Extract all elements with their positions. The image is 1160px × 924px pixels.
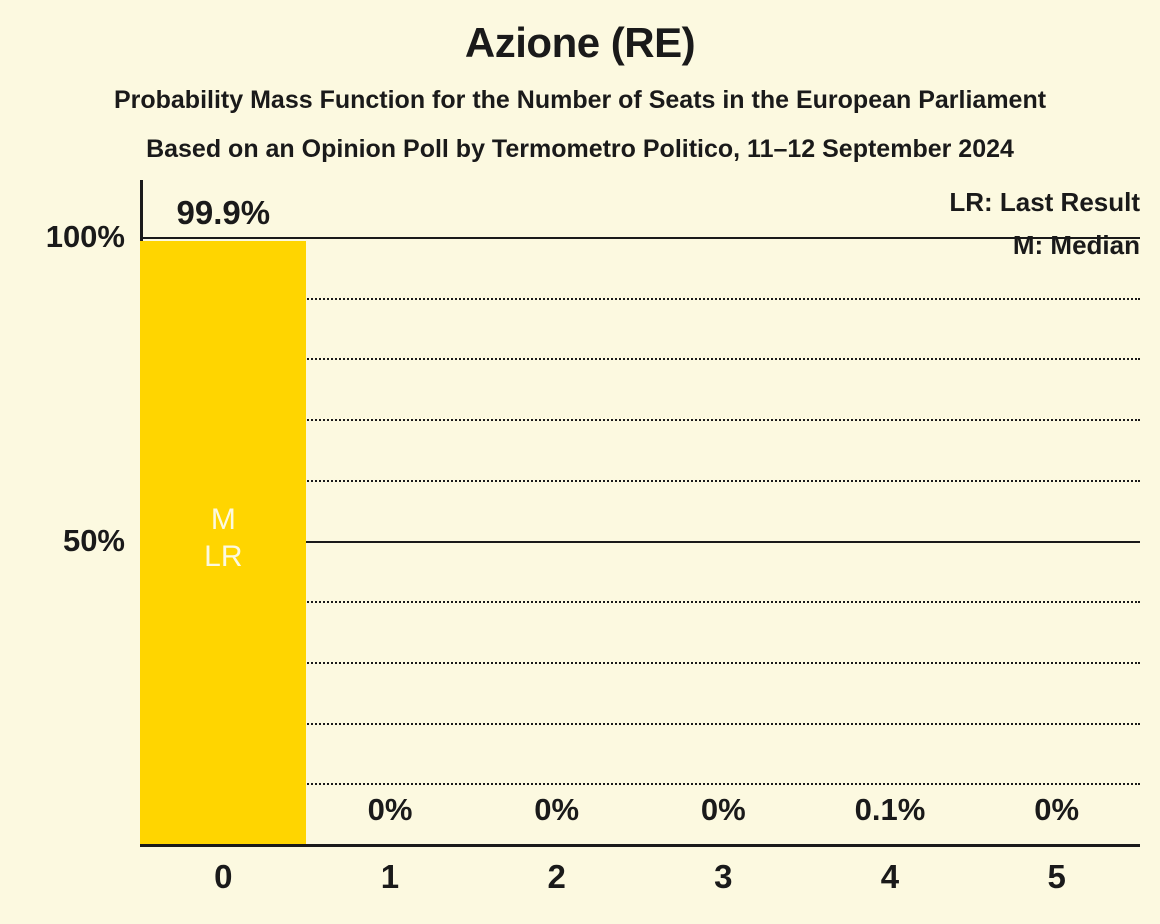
- bar-slot[interactable]: 0%: [640, 180, 806, 847]
- x-axis-line: [140, 844, 1140, 847]
- gridline-80: [140, 358, 1140, 361]
- legend-last-result: LR: Last Result: [949, 187, 1140, 217]
- x-axis-tick-2: 2: [547, 858, 566, 895]
- gridline-100: [140, 237, 1140, 239]
- x-axis-tick-3: 3: [714, 858, 733, 895]
- gridline-40: [140, 601, 1140, 604]
- bar-slot[interactable]: 0.1%: [807, 180, 973, 847]
- bar-value-label: 0%: [367, 792, 413, 827]
- bar-value-label: 0%: [534, 792, 580, 827]
- bar-value-label: 99.9%: [176, 193, 271, 231]
- bar-slot[interactable]: 0%: [307, 180, 473, 847]
- gridline-10: [140, 783, 1140, 786]
- bar-slot[interactable]: 0%: [974, 180, 1140, 847]
- x-axis-tick-4: 4: [880, 858, 900, 895]
- gridline-50: [140, 540, 1140, 543]
- page-title: Azione (RE): [464, 19, 696, 66]
- bar-value-label: 0%: [1034, 792, 1080, 827]
- bar[interactable]: [140, 240, 307, 847]
- gridline-20: [140, 722, 1140, 725]
- x-axis-tick-0: 0: [214, 858, 233, 895]
- bar-value-label: 0%: [700, 792, 746, 827]
- plot-area: 99.9% M LR 0% 0% 0% 0.1% 0% LR: Last Result M: …: [140, 180, 1140, 893]
- chart-subtitle-source: Based on an Opinion Poll by Termometro P…: [146, 135, 1014, 163]
- bar-slot[interactable]: 0%: [474, 180, 640, 847]
- y-axis-tick-50: 50%: [62, 522, 125, 558]
- x-axis-tick-5: 5: [1047, 858, 1066, 895]
- bar-value-label: 0.1%: [854, 792, 926, 827]
- y-axis-tick-100: 100%: [45, 219, 125, 254]
- gridline-90: [140, 297, 1140, 300]
- gridline-60: [140, 479, 1140, 482]
- bar-slot[interactable]: 99.9% M LR: [140, 180, 307, 847]
- gridline-30: [140, 661, 1140, 664]
- chart-subtitle-primary: Probability Mass Function for the Number…: [113, 86, 1047, 114]
- x-axis-tick-1: 1: [380, 858, 400, 895]
- gridline-70: [140, 419, 1140, 422]
- legend-median: M: Median: [1012, 230, 1140, 260]
- bar-series: 99.9% M LR 0% 0% 0% 0.1% 0%: [140, 180, 1140, 847]
